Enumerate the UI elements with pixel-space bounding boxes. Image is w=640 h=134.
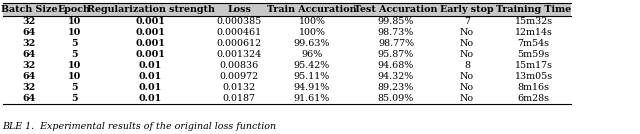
Text: 95.11%: 95.11% <box>294 72 330 81</box>
Text: 0.001: 0.001 <box>136 28 165 37</box>
Text: 0.0132: 0.0132 <box>223 83 255 92</box>
Text: Train Accuration: Train Accuration <box>268 5 356 14</box>
Text: 99.63%: 99.63% <box>294 39 330 48</box>
Text: No: No <box>460 94 474 103</box>
Text: 10: 10 <box>67 17 81 26</box>
Text: 13m05s: 13m05s <box>515 72 552 81</box>
Text: 100%: 100% <box>298 17 326 26</box>
Text: 8: 8 <box>464 61 470 70</box>
Text: 10: 10 <box>67 72 81 81</box>
Text: 0.001324: 0.001324 <box>216 50 262 59</box>
Text: BLE 1.  Experimental results of the original loss function: BLE 1. Experimental results of the origi… <box>2 122 276 131</box>
Text: 7m54s: 7m54s <box>518 39 550 48</box>
Text: 5: 5 <box>71 83 77 92</box>
Text: 32: 32 <box>22 83 36 92</box>
Text: 0.00836: 0.00836 <box>220 61 259 70</box>
Text: No: No <box>460 28 474 37</box>
Text: 0.000461: 0.000461 <box>216 28 262 37</box>
Text: 94.32%: 94.32% <box>378 72 414 81</box>
Text: No: No <box>460 50 474 59</box>
Text: 64: 64 <box>22 94 36 103</box>
Text: Training Time: Training Time <box>496 5 571 14</box>
Text: 10: 10 <box>67 28 81 37</box>
Text: Early stop: Early stop <box>440 5 494 14</box>
Text: 0.01: 0.01 <box>139 72 162 81</box>
Text: 64: 64 <box>22 72 36 81</box>
Text: Regularization strength: Regularization strength <box>86 5 214 14</box>
Text: Loss: Loss <box>227 5 251 14</box>
Text: 15m17s: 15m17s <box>515 61 552 70</box>
Text: 5: 5 <box>71 50 77 59</box>
Text: 15m32s: 15m32s <box>515 17 552 26</box>
Text: 0.01: 0.01 <box>139 61 162 70</box>
Text: 94.91%: 94.91% <box>294 83 330 92</box>
Text: 0.01: 0.01 <box>139 94 162 103</box>
Text: 0.00972: 0.00972 <box>220 72 259 81</box>
Text: 5m59s: 5m59s <box>517 50 550 59</box>
Text: 32: 32 <box>22 39 36 48</box>
Text: 0.000612: 0.000612 <box>216 39 262 48</box>
Text: 5: 5 <box>71 94 77 103</box>
Text: 8m16s: 8m16s <box>518 83 550 92</box>
Text: No: No <box>460 83 474 92</box>
Text: 0.001: 0.001 <box>136 50 165 59</box>
Text: 32: 32 <box>22 17 36 26</box>
Text: 5: 5 <box>71 39 77 48</box>
Text: Test Accuration: Test Accuration <box>355 5 438 14</box>
Text: 99.85%: 99.85% <box>378 17 414 26</box>
Text: 64: 64 <box>22 28 36 37</box>
Text: 0.0187: 0.0187 <box>223 94 255 103</box>
Text: No: No <box>460 39 474 48</box>
Text: 10: 10 <box>67 61 81 70</box>
Text: 98.73%: 98.73% <box>378 28 414 37</box>
Text: 0.000385: 0.000385 <box>216 17 262 26</box>
Text: 6m28s: 6m28s <box>518 94 550 103</box>
Text: 98.77%: 98.77% <box>378 39 414 48</box>
Text: 85.09%: 85.09% <box>378 94 414 103</box>
Text: 7: 7 <box>464 17 470 26</box>
Text: 32: 32 <box>22 61 36 70</box>
Text: 64: 64 <box>22 50 36 59</box>
Text: 0.001: 0.001 <box>136 39 165 48</box>
Text: 96%: 96% <box>301 50 323 59</box>
Text: 94.68%: 94.68% <box>378 61 414 70</box>
Text: 100%: 100% <box>298 28 326 37</box>
Text: 0.01: 0.01 <box>139 83 162 92</box>
Text: No: No <box>460 72 474 81</box>
Text: 12m14s: 12m14s <box>515 28 552 37</box>
Text: 95.42%: 95.42% <box>294 61 330 70</box>
Text: 91.61%: 91.61% <box>294 94 330 103</box>
Text: 89.23%: 89.23% <box>378 83 414 92</box>
Text: 0.001: 0.001 <box>136 17 165 26</box>
Text: Batch Size: Batch Size <box>1 5 57 14</box>
Bar <box>3 3 571 16</box>
Text: 95.87%: 95.87% <box>378 50 414 59</box>
Text: Epoch: Epoch <box>58 5 90 14</box>
